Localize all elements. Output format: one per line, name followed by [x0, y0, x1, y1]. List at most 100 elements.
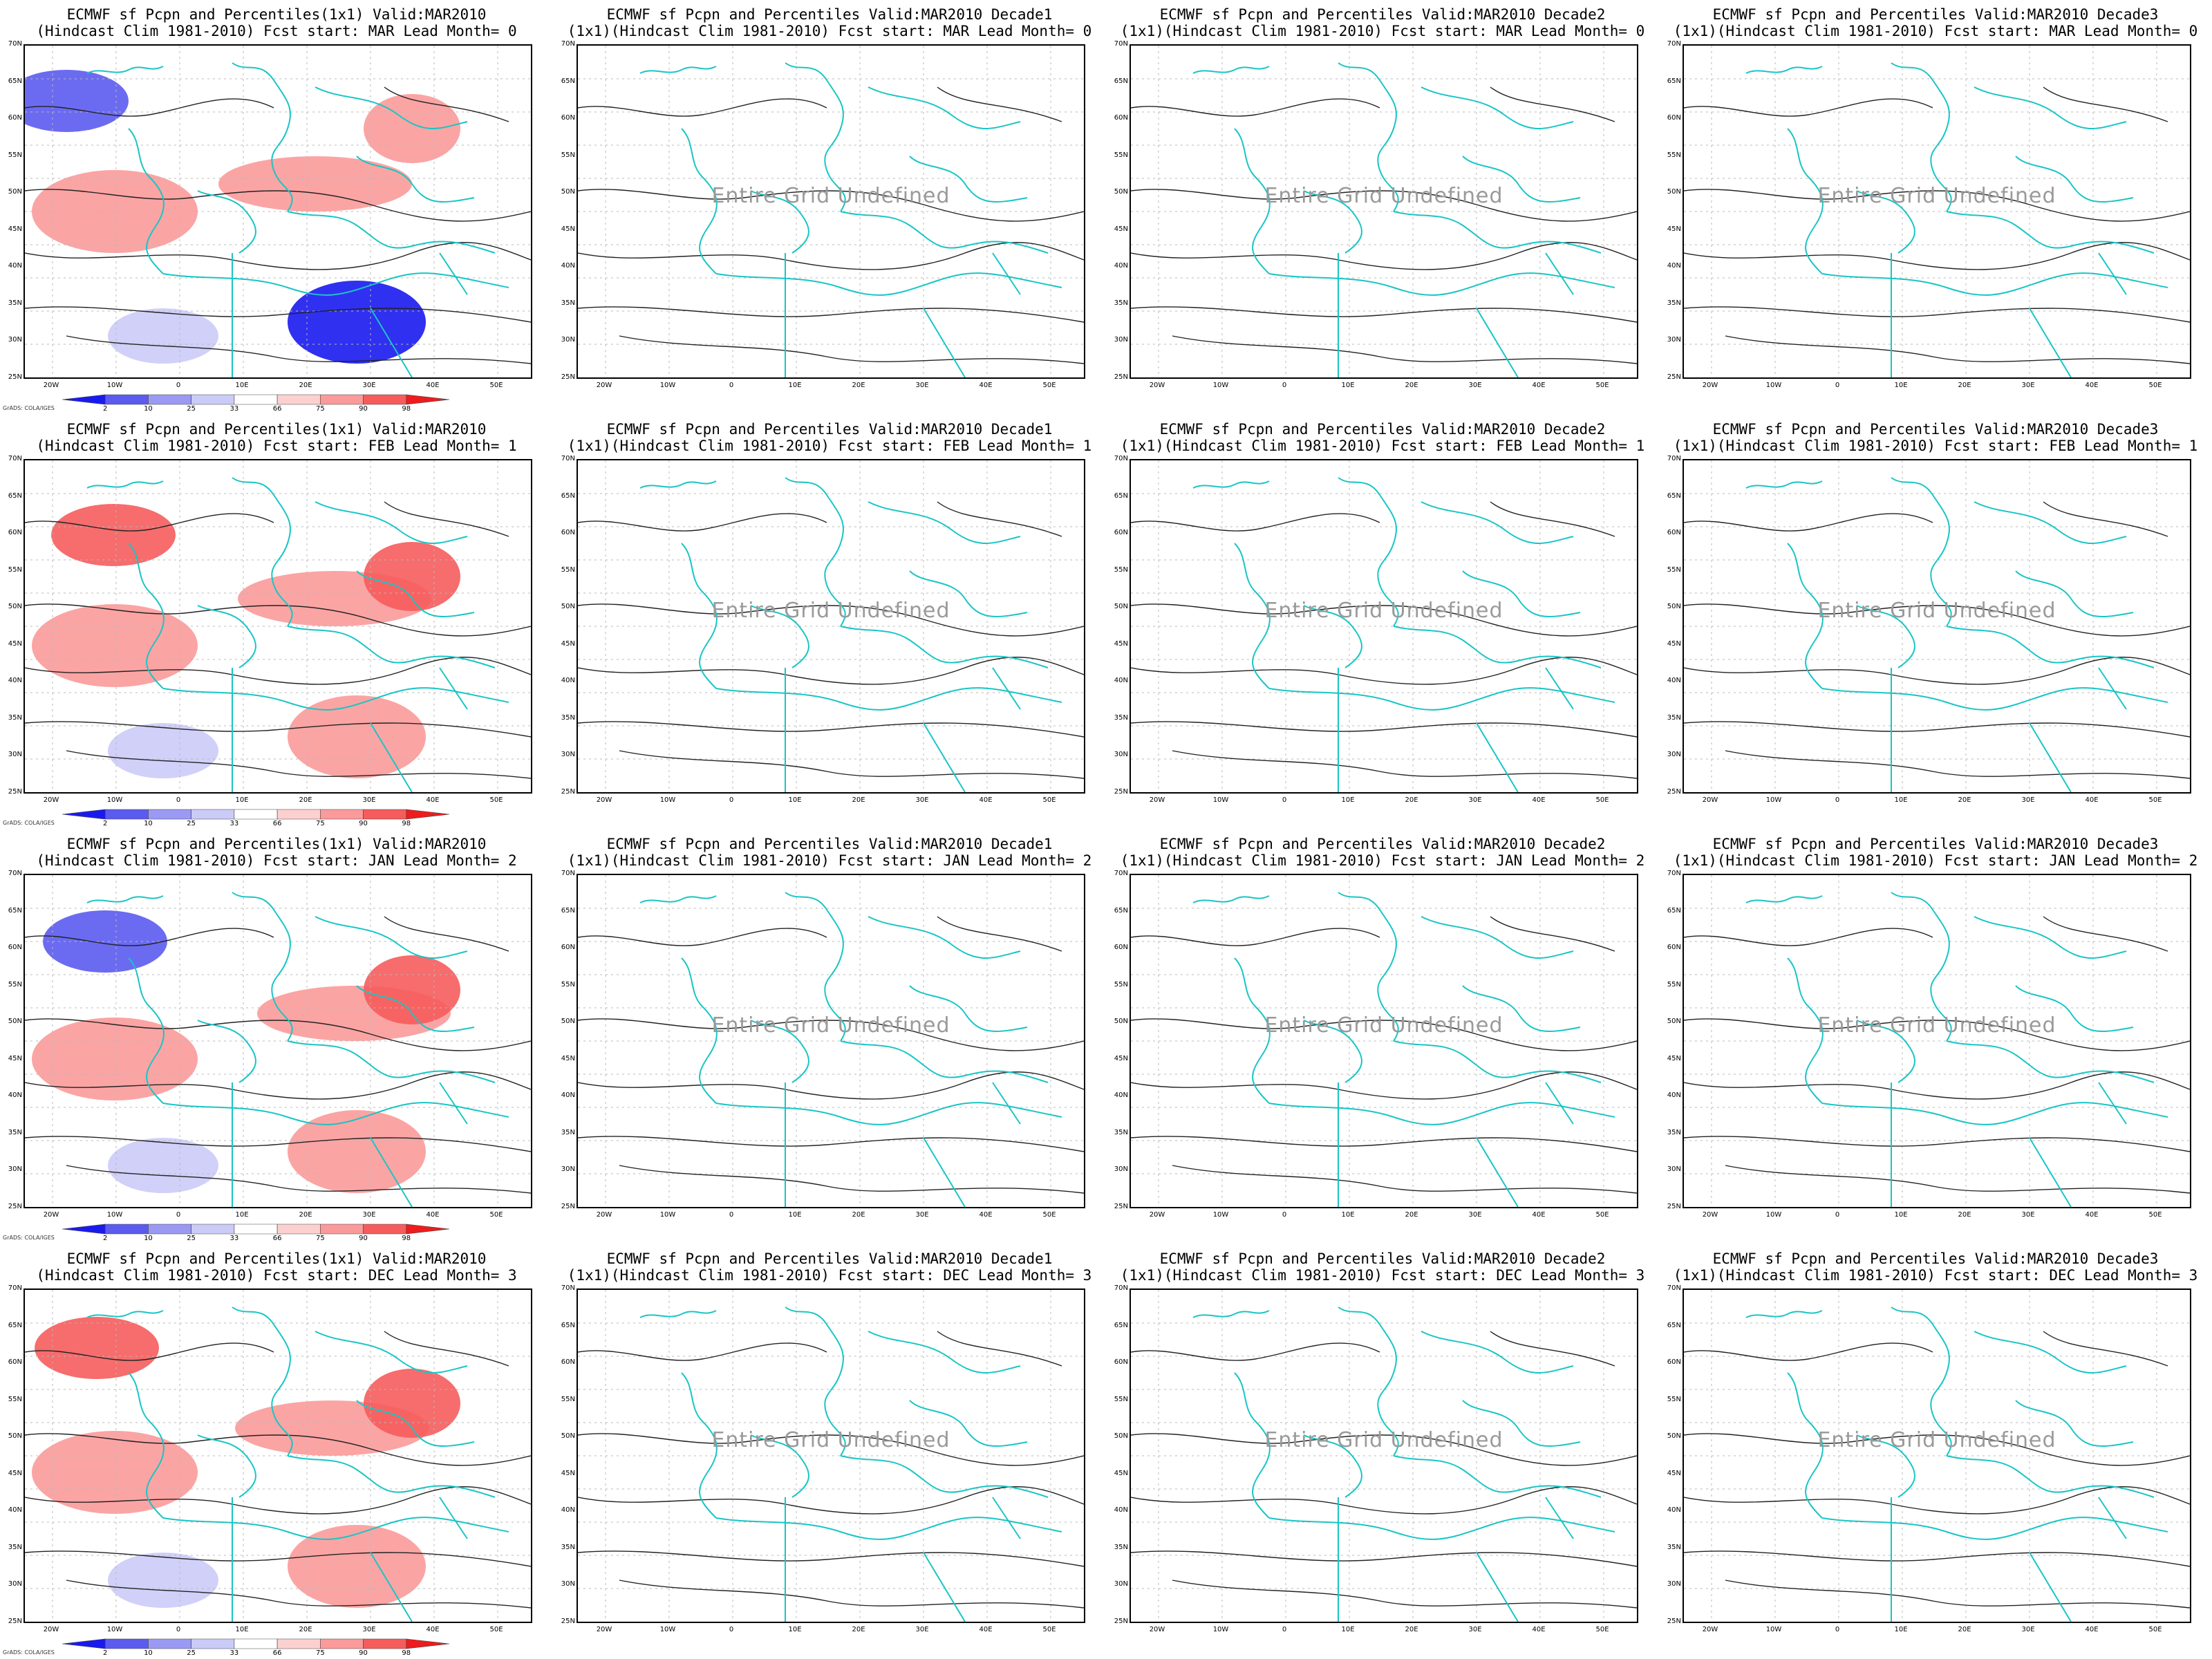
lat-tick-label: 55N: [8, 1395, 22, 1403]
colorbar-swatch: [148, 394, 191, 405]
lat-tick-label: 40N: [8, 262, 22, 270]
lat-tick-label: 70N: [561, 870, 575, 877]
map-plot: [578, 1290, 1084, 1622]
map-frame: Entire Grid Undefined: [1683, 44, 2191, 379]
map-panel: ECMWF sf Pcpn and Percentiles(1x1) Valid…: [0, 830, 553, 1244]
shade-region: [364, 1369, 460, 1438]
lat-tick-label: 65N: [8, 906, 22, 915]
lon-tick-label: 20E: [1405, 382, 1418, 389]
lon-tick-label: 30E: [915, 382, 929, 389]
coastline: [1856, 1434, 1915, 1498]
map-panel: ECMWF sf Pcpn and Percentiles Valid:MAR2…: [1659, 1244, 2212, 1659]
lat-tick-label: 55N: [1667, 1395, 1681, 1403]
coastline: [1268, 272, 1615, 296]
shade-region: [25, 70, 129, 132]
lon-tick-label: 30E: [362, 796, 376, 804]
lon-tick-label: 20E: [1405, 1211, 1418, 1219]
contour-line: [578, 1342, 827, 1361]
contour-line: [25, 242, 531, 270]
lat-tick-label: 50N: [1114, 1432, 1128, 1440]
lat-tick-label: 40N: [561, 1506, 575, 1514]
lon-tick-label: 10W: [659, 1626, 676, 1633]
panel-title: ECMWF sf Pcpn and Percentiles Valid:MAR2…: [606, 1250, 1053, 1267]
colorbar: [62, 1224, 450, 1235]
contour-line: [1131, 513, 1380, 532]
coastline: [197, 1020, 256, 1083]
lon-tick-label: 20W: [596, 1211, 612, 1219]
lon-tick-label: 50E: [489, 796, 503, 804]
panel-title: ECMWF sf Pcpn and Percentiles Valid:MAR2…: [606, 836, 1053, 852]
lat-tick-label: 65N: [8, 77, 22, 85]
lat-tick-label: 40N: [1114, 262, 1128, 270]
coastline: [1821, 687, 2168, 711]
lat-tick-label: 35N: [561, 299, 575, 307]
colorbar-svg: [62, 809, 450, 820]
contour-line: [1131, 1433, 1637, 1466]
lat-tick-label: 55N: [1114, 565, 1128, 574]
lat-tick-label: 45N: [8, 225, 22, 233]
lat-tick-label: 65N: [1114, 906, 1128, 915]
coastline: [840, 626, 1049, 668]
panel-subtitle: (Hindcast Clim 1981-2010) Fcst start: MA…: [36, 23, 517, 39]
coastline: [86, 895, 164, 903]
shade-region: [32, 1018, 198, 1100]
lon-tick-label: 10W: [106, 796, 123, 804]
coastline: [1234, 128, 1271, 274]
colorbar-swatch: [276, 1224, 321, 1235]
lat-tick-label: 50N: [1114, 1018, 1128, 1025]
lon-tick-label: 0: [176, 1211, 181, 1219]
coastline: [356, 156, 475, 203]
lat-tick-label: 25N: [1667, 787, 1681, 796]
colorbar-label: 10: [144, 405, 153, 413]
colorbar-swatch: [320, 394, 364, 405]
lat-tick-label: 65N: [8, 1321, 22, 1329]
panel-title: ECMWF sf Pcpn and Percentiles Valid:MAR2…: [606, 421, 1053, 438]
coastline: [1787, 1372, 1824, 1519]
lat-tick-label: 60N: [1667, 1358, 1681, 1366]
lon-tick-label: 10E: [788, 382, 802, 389]
coastline: [1787, 957, 1824, 1104]
lat-tick-label: 50N: [1667, 603, 1681, 610]
lat-tick-label: 35N: [8, 1128, 22, 1136]
undefined-grid-label: Entire Grid Undefined: [1817, 599, 2056, 623]
panel-subtitle: (1x1)(Hindcast Clim 1981-2010) Fcst star…: [1673, 438, 2198, 454]
lat-tick-label: 25N: [1667, 1202, 1681, 1210]
contour-line: [578, 1071, 1084, 1100]
lon-tick-label: 50E: [2148, 796, 2162, 804]
contour-line: [25, 1136, 531, 1152]
lat-tick-label: 30N: [8, 1580, 22, 1588]
coastline: [287, 211, 496, 254]
map-plot: [25, 875, 531, 1207]
coastline: [1393, 211, 1602, 254]
map-panel: ECMWF sf Pcpn and Percentiles Valid:MAR2…: [1659, 415, 2212, 830]
lat-tick-label: 25N: [8, 787, 22, 796]
panel-subtitle: (1x1)(Hindcast Clim 1981-2010) Fcst star…: [1120, 23, 1645, 39]
contour-line: [1131, 657, 1637, 685]
credit-text: GrADS: COLA/IGES: [3, 405, 55, 411]
contour-line: [619, 335, 1084, 364]
coastline: [1891, 1082, 2127, 1207]
lat-tick-label: 60N: [8, 944, 22, 951]
coastline: [356, 570, 475, 617]
coastline: [162, 272, 509, 296]
contour-line: [66, 1165, 531, 1194]
coastline: [1268, 1102, 1615, 1125]
panel-subtitle: (Hindcast Clim 1981-2010) Fcst start: JA…: [36, 852, 517, 869]
coastline: [1338, 62, 1399, 212]
colorbar-label: 66: [272, 820, 282, 827]
lon-tick-label: 40E: [2085, 1211, 2099, 1219]
contour-line: [578, 1550, 1084, 1567]
lat-tick-label: 70N: [1114, 455, 1128, 462]
contour-line: [1684, 1018, 2190, 1051]
coastline: [128, 957, 165, 1104]
panel-title: ECMWF sf Pcpn and Percentiles(1x1) Valid…: [66, 6, 487, 23]
undefined-grid-label: Entire Grid Undefined: [1264, 1013, 1503, 1038]
panel-subtitle: (1x1)(Hindcast Clim 1981-2010) Fcst star…: [1673, 1267, 2198, 1284]
coastline: [639, 66, 717, 74]
contour-line: [578, 1486, 1084, 1515]
map-frame: Entire Grid Undefined: [1130, 459, 1638, 794]
lat-tick-label: 65N: [8, 491, 22, 500]
contour-line: [1725, 750, 2190, 779]
lat-tick-label: 60N: [1114, 944, 1128, 951]
lon-tick-label: 20E: [1958, 1211, 1971, 1219]
